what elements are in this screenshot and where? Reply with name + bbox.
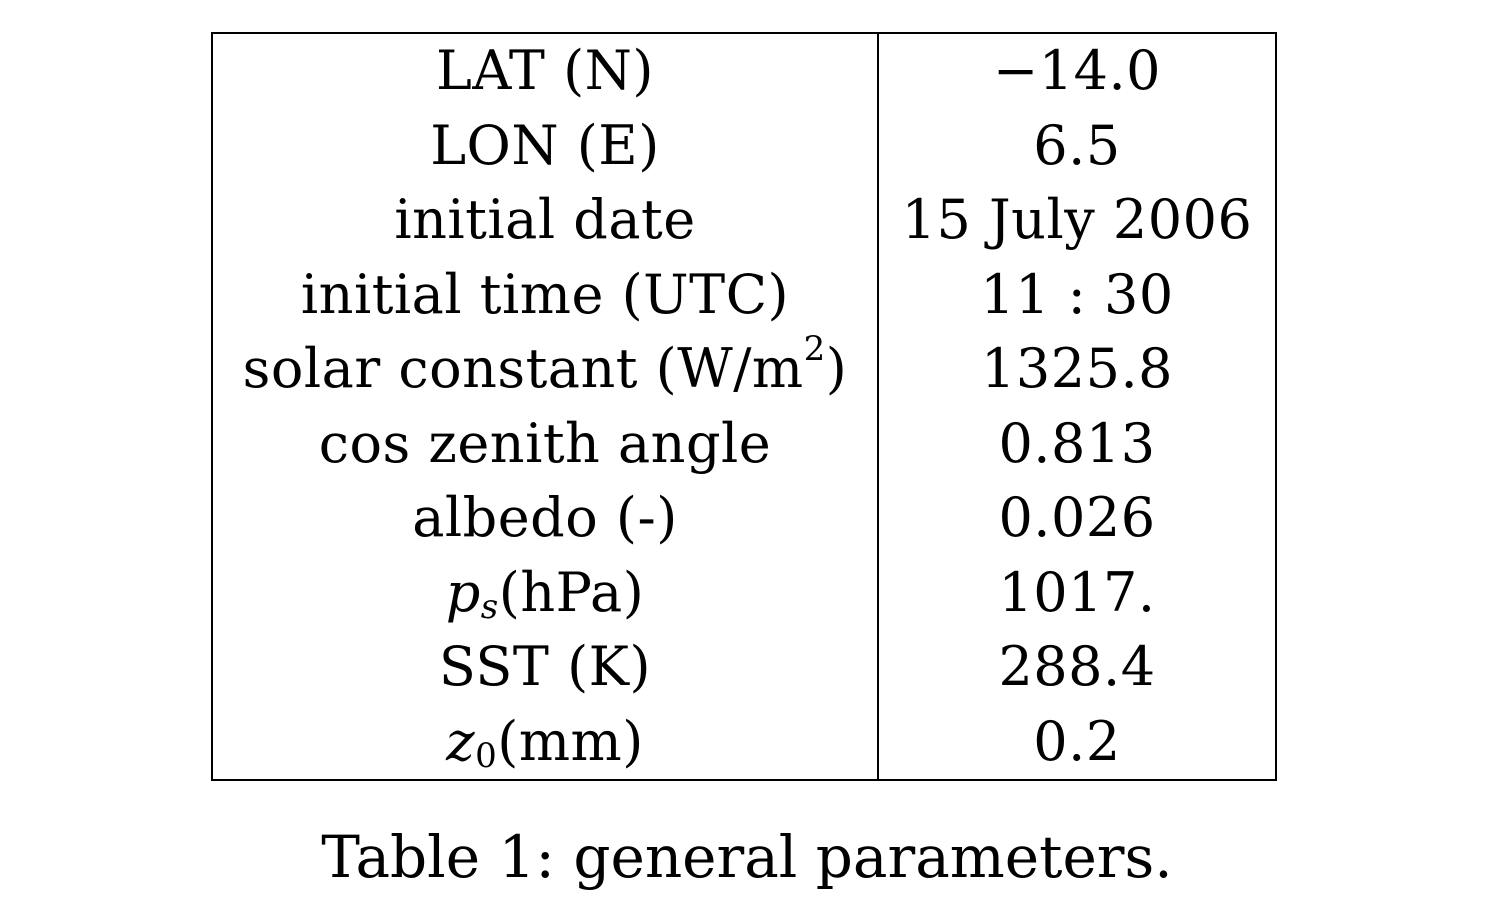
parameter-name-lat: LAT (N): [213, 34, 877, 109]
parameter-name-text: LON (E): [430, 113, 660, 177]
parameter-name-variable: z: [446, 709, 476, 773]
parameter-name-text: SST (K): [438, 635, 652, 699]
parameter-name-subscript: 0: [475, 735, 498, 776]
table-caption: Table 1: general parameters.: [321, 823, 1173, 891]
parameter-name-text: albedo (-): [412, 486, 678, 550]
parameter-value-column: −14.0 6.5 15 July 2006 11 : 30 1325.8 0.…: [879, 34, 1275, 779]
parameter-name-superscript: 2: [803, 329, 826, 370]
parameter-value-roughness-length: 0.2: [1033, 709, 1121, 773]
parameter-name-initial-date: initial date: [213, 183, 877, 258]
parameter-value-albedo: 0.026: [998, 486, 1156, 550]
parameter-name-albedo: albedo (-): [213, 481, 877, 556]
parameter-name-suffix: ): [825, 337, 848, 401]
parameter-name-lon: LON (E): [213, 109, 877, 184]
parameter-value-solar-constant: 1325.8: [981, 337, 1173, 401]
parameter-name-text: cos zenith angle: [318, 411, 772, 475]
parameter-name-initial-time: initial time (UTC): [213, 258, 877, 333]
parameter-name-cos-zenith-angle: cos zenith angle: [213, 407, 877, 482]
parameter-value-sst: 288.4: [998, 635, 1156, 699]
parameter-name-solar-constant: solar constant (W/m 2): [213, 332, 877, 407]
parameter-name-text: initial time (UTC): [300, 262, 790, 326]
parameter-name-subscript: s: [480, 586, 499, 627]
parameters-table: LAT (N) LON (E) initial date initial tim…: [211, 32, 1277, 781]
parameter-name-text: LAT (N): [436, 39, 654, 103]
parameter-value-cos-zenith-angle: 0.813: [998, 411, 1156, 475]
parameter-value-lat: −14.0: [993, 39, 1161, 103]
parameter-name-suffix: (mm): [497, 709, 644, 773]
parameter-name-text: initial date: [394, 188, 696, 252]
parameter-value-initial-time: 11 : 30: [980, 262, 1174, 326]
parameter-value-lon: 6.5: [1033, 113, 1121, 177]
parameter-value-initial-date: 15 July 2006: [901, 188, 1253, 252]
parameter-name-sst: SST (K): [213, 630, 877, 705]
parameter-name-column: LAT (N) LON (E) initial date initial tim…: [213, 34, 879, 779]
parameter-name-suffix: (hPa): [498, 560, 645, 624]
parameter-value-surface-pressure: 1017.: [998, 560, 1156, 624]
parameter-name-variable: p: [445, 560, 481, 624]
parameter-name-prefix: solar constant (W/m: [242, 337, 804, 401]
